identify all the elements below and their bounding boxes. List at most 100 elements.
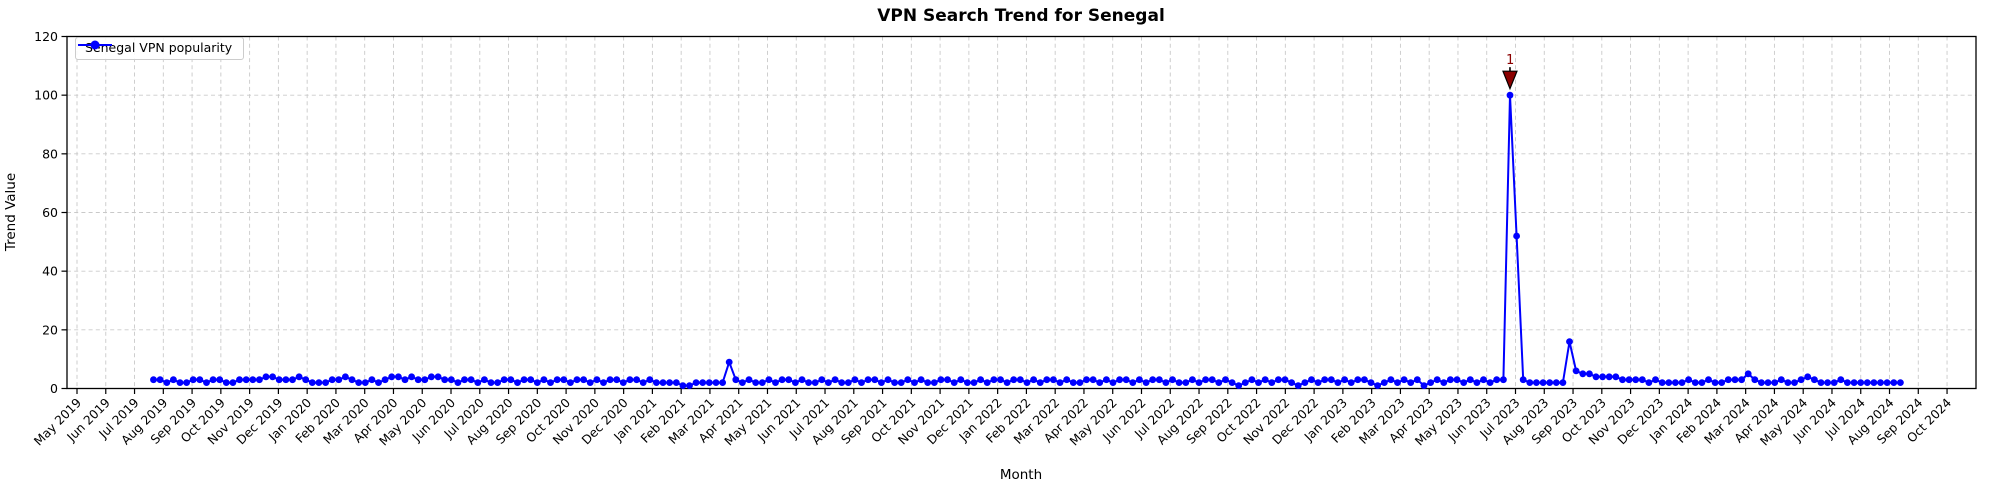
data-point-marker	[1771, 379, 1779, 386]
data-point-marker	[1103, 376, 1110, 384]
data-point-marker	[1255, 379, 1262, 386]
y-tick-label: 0	[50, 381, 58, 396]
data-point-marker	[322, 379, 329, 386]
data-point-marker	[1387, 376, 1395, 384]
data-point-marker	[170, 376, 177, 384]
data-point-marker	[361, 379, 369, 386]
data-point-marker	[1486, 379, 1494, 386]
data-point-marker	[368, 376, 376, 384]
data-point-marker	[401, 376, 409, 384]
data-point-marker	[1744, 370, 1752, 378]
data-point-marker	[1122, 376, 1130, 384]
data-point-marker	[1400, 376, 1408, 384]
data-point-marker	[553, 376, 561, 384]
data-point-marker	[494, 379, 501, 386]
data-point-marker	[1632, 376, 1640, 384]
data-point-marker	[785, 376, 793, 384]
data-point-marker	[355, 379, 363, 386]
data-point-marker	[1791, 379, 1798, 386]
data-point-marker	[904, 376, 912, 384]
data-point-marker	[1890, 379, 1898, 386]
data-point-marker	[1566, 338, 1573, 345]
data-point-marker	[242, 376, 250, 384]
data-point-marker	[1599, 373, 1606, 381]
data-point-marker	[646, 376, 654, 384]
data-point-marker	[540, 376, 548, 384]
data-point-marker	[844, 379, 852, 386]
data-point-marker	[805, 379, 812, 386]
data-point-marker	[1440, 379, 1448, 386]
data-point-marker	[1638, 376, 1646, 384]
data-point-marker	[871, 376, 879, 384]
data-point-marker	[758, 379, 766, 386]
y-tick-label: 60	[42, 205, 58, 220]
data-point-marker	[580, 376, 587, 384]
data-point-marker	[1076, 379, 1084, 386]
data-point-marker	[1175, 379, 1183, 386]
data-point-marker	[1215, 379, 1223, 386]
data-point-marker	[1645, 379, 1653, 386]
data-point-marker	[156, 376, 164, 384]
data-point-marker	[957, 376, 965, 384]
data-point-marker	[1407, 379, 1415, 386]
data-point-marker	[1506, 91, 1514, 99]
data-point-marker	[825, 379, 832, 386]
data-point-marker	[447, 376, 455, 384]
data-point-marker	[1473, 379, 1481, 386]
data-point-marker	[1288, 379, 1295, 386]
data-point-marker	[196, 376, 204, 384]
data-point-marker	[831, 376, 839, 384]
data-point-marker	[1533, 379, 1540, 386]
data-point-marker	[818, 376, 826, 384]
data-point-marker	[1652, 376, 1659, 384]
peak-marker-triangle-icon	[1502, 70, 1518, 91]
data-point-marker	[1109, 379, 1117, 386]
data-point-marker	[1036, 379, 1044, 386]
data-point-marker	[1731, 376, 1739, 384]
data-point-marker	[1023, 379, 1031, 386]
data-point-marker	[626, 376, 634, 384]
data-point-marker	[434, 373, 442, 381]
data-point-marker	[851, 376, 859, 384]
data-point-marker	[454, 379, 462, 386]
data-point-marker	[944, 376, 951, 384]
data-point-marker	[269, 373, 276, 381]
data-point-marker	[1413, 376, 1421, 384]
data-point-marker	[1314, 379, 1322, 386]
data-point-marker	[249, 376, 257, 384]
data-point-marker	[1691, 379, 1699, 386]
data-point-marker	[1711, 379, 1719, 386]
data-point-marker	[1063, 376, 1071, 384]
data-point-marker	[1685, 376, 1692, 384]
data-point-marker	[1751, 376, 1759, 384]
data-point-marker	[924, 379, 932, 386]
data-point-marker	[732, 376, 740, 384]
data-point-marker	[997, 376, 1004, 384]
data-point-marker	[679, 382, 687, 389]
data-point-marker	[798, 376, 806, 384]
data-point-marker	[1275, 376, 1282, 384]
peak-annotation: 1	[1502, 52, 1518, 91]
data-point-marker	[573, 376, 581, 384]
data-point-marker	[1380, 379, 1388, 386]
data-point-marker	[1235, 382, 1243, 389]
data-point-marker	[1559, 379, 1567, 386]
data-point-marker	[838, 379, 846, 386]
data-point-marker	[315, 379, 323, 386]
data-point-marker	[282, 376, 290, 384]
data-point-marker	[1182, 379, 1190, 386]
data-point-marker	[619, 379, 627, 386]
data-point-marker	[1374, 382, 1381, 389]
data-point-marker	[666, 379, 673, 386]
data-point-marker	[236, 376, 243, 384]
data-point-marker	[1824, 379, 1831, 386]
data-point-marker	[1189, 376, 1196, 384]
data-point-marker	[481, 376, 488, 384]
data-point-marker	[1897, 379, 1904, 386]
data-point-marker	[897, 379, 905, 386]
data-point-marker	[917, 376, 925, 384]
data-point-marker	[586, 379, 594, 386]
data-point-marker	[600, 379, 607, 386]
chart-title: VPN Search Trend for Senegal	[877, 6, 1165, 26]
